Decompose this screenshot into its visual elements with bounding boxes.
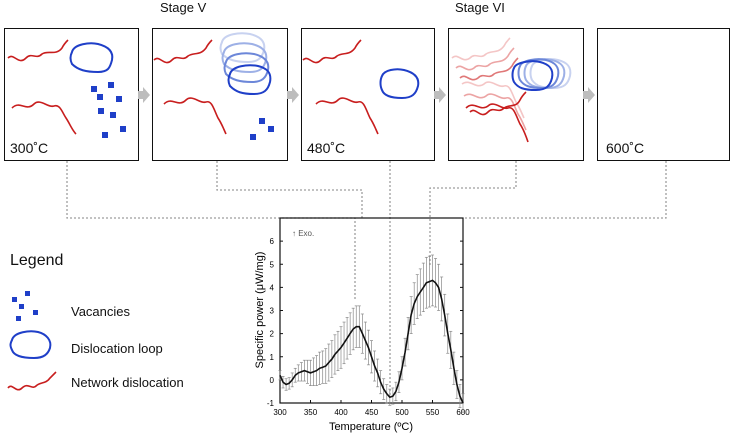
legend-loop-label: Dislocation loop bbox=[71, 341, 163, 356]
y-tick-label: 6 bbox=[270, 237, 275, 246]
legend-network-label: Network dislocation bbox=[71, 375, 184, 390]
error-bars bbox=[278, 254, 465, 413]
legend-vacancies-label: Vacancies bbox=[71, 304, 131, 319]
y-axis-label: Specific power (μW/mg) bbox=[254, 252, 266, 369]
x-tick-label: 400 bbox=[334, 408, 348, 417]
legend-loop-icon bbox=[9, 330, 52, 360]
dislocation-loop bbox=[69, 42, 114, 74]
legend-title: Legend bbox=[10, 252, 64, 269]
panel-temp-600: 600˚C bbox=[606, 140, 645, 156]
y-tick-label: 2 bbox=[270, 330, 275, 339]
loop-series-stage-vi bbox=[511, 58, 572, 92]
y-tick-label: 4 bbox=[270, 283, 275, 292]
x-tick-label: 350 bbox=[304, 408, 318, 417]
x-tick-label: 500 bbox=[395, 408, 409, 417]
panel-300-content bbox=[7, 39, 77, 135]
arrow-2 bbox=[287, 87, 299, 103]
y-tick-label: 5 bbox=[270, 260, 275, 269]
panel-480-content bbox=[302, 39, 379, 135]
vacancies-300 bbox=[91, 82, 126, 138]
panel-temp-480: 480˚C bbox=[307, 140, 346, 156]
dotted-connectors bbox=[66, 161, 667, 395]
panel-600c bbox=[597, 28, 730, 161]
stage-vi-title: Stage VI bbox=[455, 0, 505, 15]
panel-stage-vi-content bbox=[451, 37, 529, 143]
legend-vacancies-icon bbox=[12, 291, 38, 321]
network-dislocation bbox=[153, 39, 213, 64]
legend-network-icon bbox=[7, 371, 57, 391]
x-tick-label: 300 bbox=[273, 408, 287, 417]
y-tick-label: 0 bbox=[270, 376, 275, 385]
network-dislocation bbox=[7, 39, 69, 62]
dislocation-loop bbox=[379, 68, 420, 100]
chart-annotation: ↑ Exo. bbox=[292, 229, 314, 238]
arrow-4 bbox=[583, 87, 595, 103]
progress-arrows bbox=[138, 87, 595, 103]
panel-temp-300: 300˚C bbox=[10, 140, 49, 156]
network-dislocation bbox=[302, 39, 362, 64]
arrow-1 bbox=[138, 87, 150, 103]
panel-stage-v-content bbox=[153, 39, 227, 135]
vacancies-stage-v bbox=[250, 118, 274, 140]
arrow-3 bbox=[434, 87, 446, 103]
y-tick-label: 1 bbox=[270, 353, 275, 362]
x-axis-label: Temperature (ºC) bbox=[329, 421, 413, 433]
series-line bbox=[279, 279, 464, 404]
network-dislocation bbox=[315, 97, 379, 135]
stage-v-title: Stage V bbox=[160, 0, 207, 15]
loop-series-stage-v bbox=[219, 32, 272, 96]
x-tick-label: 550 bbox=[426, 408, 440, 417]
panel-300c bbox=[4, 28, 139, 161]
network-dislocation bbox=[163, 97, 227, 135]
y-tick-label: 3 bbox=[270, 307, 275, 316]
x-tick-label: 450 bbox=[365, 408, 379, 417]
y-tick-label: -1 bbox=[267, 399, 275, 408]
network-dislocation bbox=[11, 101, 77, 135]
